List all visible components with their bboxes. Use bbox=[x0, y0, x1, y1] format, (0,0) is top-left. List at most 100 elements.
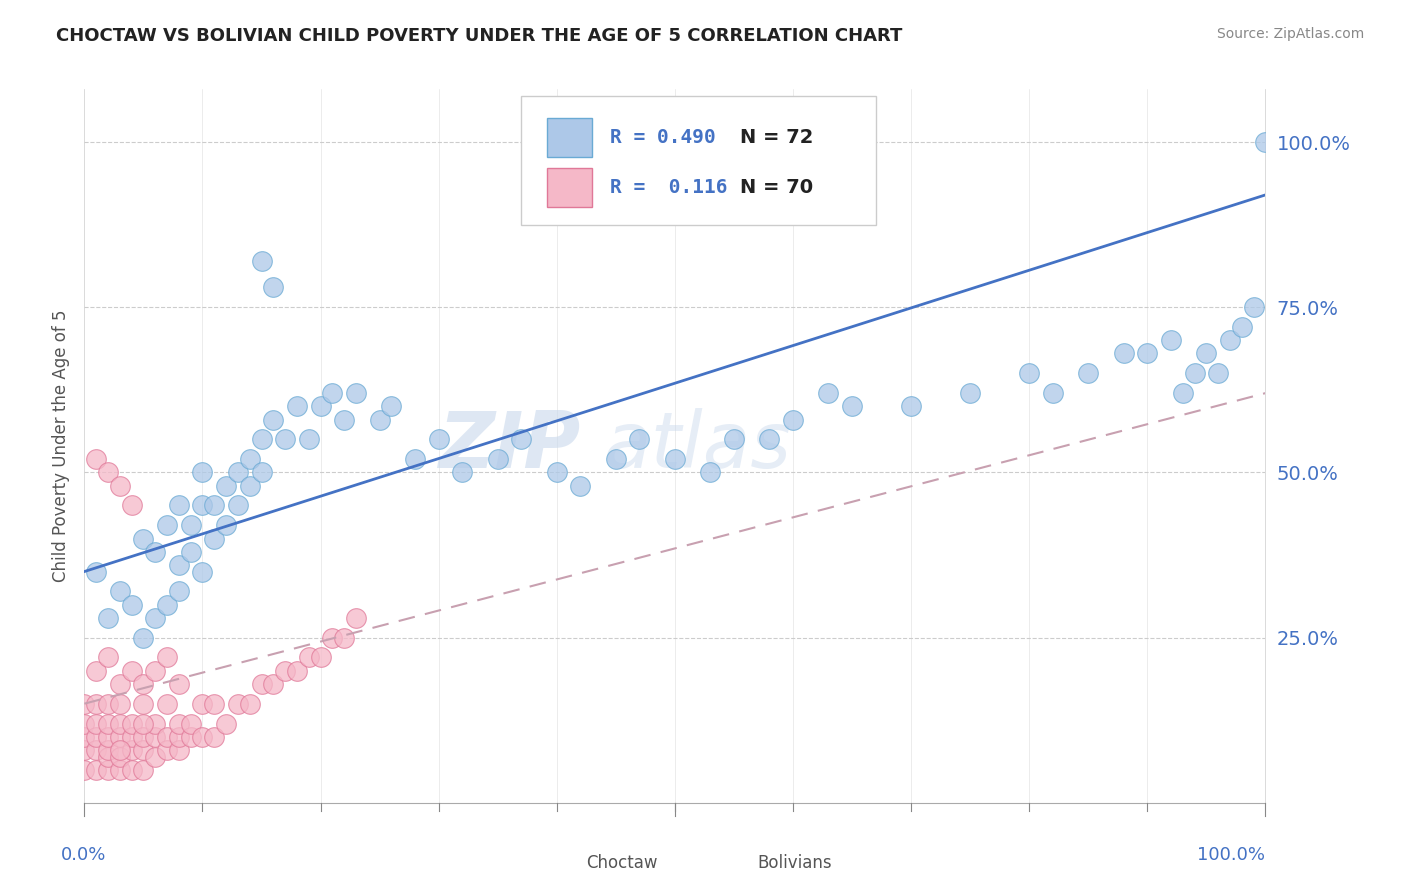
Text: N = 72: N = 72 bbox=[740, 128, 813, 147]
Text: 100.0%: 100.0% bbox=[1198, 846, 1265, 863]
Point bbox=[143, 730, 166, 744]
Point bbox=[132, 763, 155, 777]
Point bbox=[167, 730, 190, 744]
Point bbox=[108, 478, 131, 492]
Point bbox=[156, 697, 179, 711]
Point bbox=[1077, 367, 1099, 381]
Point bbox=[132, 730, 155, 744]
Point bbox=[191, 565, 214, 579]
Point bbox=[121, 499, 143, 513]
Point bbox=[1160, 333, 1182, 347]
Point bbox=[108, 697, 131, 711]
Point bbox=[274, 433, 297, 447]
FancyBboxPatch shape bbox=[557, 851, 582, 874]
Text: Choctaw: Choctaw bbox=[586, 854, 658, 871]
Point bbox=[841, 400, 863, 414]
Point bbox=[321, 386, 343, 401]
Point bbox=[226, 466, 249, 480]
Point bbox=[156, 730, 179, 744]
Point bbox=[262, 677, 284, 691]
Point bbox=[73, 697, 96, 711]
Point bbox=[167, 558, 190, 572]
Point bbox=[569, 478, 592, 492]
Point bbox=[156, 650, 179, 665]
Point bbox=[84, 452, 107, 467]
Point bbox=[333, 412, 356, 426]
Point bbox=[132, 677, 155, 691]
Point bbox=[156, 518, 179, 533]
Point bbox=[1042, 386, 1064, 401]
Point bbox=[451, 466, 474, 480]
Text: 0.0%: 0.0% bbox=[60, 846, 105, 863]
Point bbox=[202, 730, 225, 744]
Point bbox=[546, 466, 568, 480]
Point bbox=[73, 730, 96, 744]
Point bbox=[1243, 300, 1265, 314]
Point bbox=[1184, 367, 1206, 381]
Point bbox=[167, 743, 190, 757]
Point bbox=[664, 452, 686, 467]
Point bbox=[1254, 135, 1277, 149]
Point bbox=[108, 584, 131, 599]
Text: N = 70: N = 70 bbox=[740, 178, 813, 197]
Point bbox=[97, 611, 120, 625]
Point bbox=[344, 386, 367, 401]
Point bbox=[121, 598, 143, 612]
Point bbox=[167, 584, 190, 599]
Point bbox=[333, 631, 356, 645]
Point bbox=[226, 499, 249, 513]
Point bbox=[959, 386, 981, 401]
Point bbox=[108, 677, 131, 691]
Point bbox=[215, 716, 238, 731]
Point bbox=[97, 697, 120, 711]
Point bbox=[699, 466, 721, 480]
Text: atlas: atlas bbox=[605, 408, 792, 484]
Point bbox=[1112, 346, 1135, 360]
Point bbox=[1171, 386, 1194, 401]
Point bbox=[298, 650, 321, 665]
Point bbox=[344, 611, 367, 625]
Point bbox=[132, 716, 155, 731]
Point bbox=[285, 664, 308, 678]
FancyBboxPatch shape bbox=[547, 118, 592, 157]
Point bbox=[121, 763, 143, 777]
Point bbox=[121, 730, 143, 744]
Point bbox=[309, 400, 332, 414]
Point bbox=[191, 499, 214, 513]
Point bbox=[97, 466, 120, 480]
Point bbox=[262, 412, 284, 426]
Point bbox=[1230, 320, 1253, 334]
FancyBboxPatch shape bbox=[728, 851, 754, 874]
FancyBboxPatch shape bbox=[547, 168, 592, 207]
Point bbox=[132, 743, 155, 757]
Point bbox=[143, 749, 166, 764]
Point bbox=[510, 433, 533, 447]
Point bbox=[73, 763, 96, 777]
Point bbox=[486, 452, 509, 467]
Point bbox=[782, 412, 804, 426]
Point bbox=[84, 743, 107, 757]
Point bbox=[108, 763, 131, 777]
Point bbox=[180, 518, 202, 533]
Point bbox=[1206, 367, 1229, 381]
Text: CHOCTAW VS BOLIVIAN CHILD POVERTY UNDER THE AGE OF 5 CORRELATION CHART: CHOCTAW VS BOLIVIAN CHILD POVERTY UNDER … bbox=[56, 27, 903, 45]
Point bbox=[321, 631, 343, 645]
Point bbox=[239, 452, 262, 467]
Point bbox=[84, 697, 107, 711]
Point bbox=[202, 532, 225, 546]
Point bbox=[274, 664, 297, 678]
Point bbox=[97, 730, 120, 744]
Text: R =  0.116: R = 0.116 bbox=[610, 178, 727, 197]
Point bbox=[121, 716, 143, 731]
Point bbox=[121, 664, 143, 678]
Point bbox=[132, 631, 155, 645]
Point bbox=[191, 730, 214, 744]
Point bbox=[202, 697, 225, 711]
Point bbox=[817, 386, 839, 401]
Point bbox=[298, 433, 321, 447]
Point bbox=[84, 763, 107, 777]
Point bbox=[262, 280, 284, 294]
Point bbox=[180, 716, 202, 731]
Point bbox=[143, 664, 166, 678]
Point bbox=[239, 697, 262, 711]
